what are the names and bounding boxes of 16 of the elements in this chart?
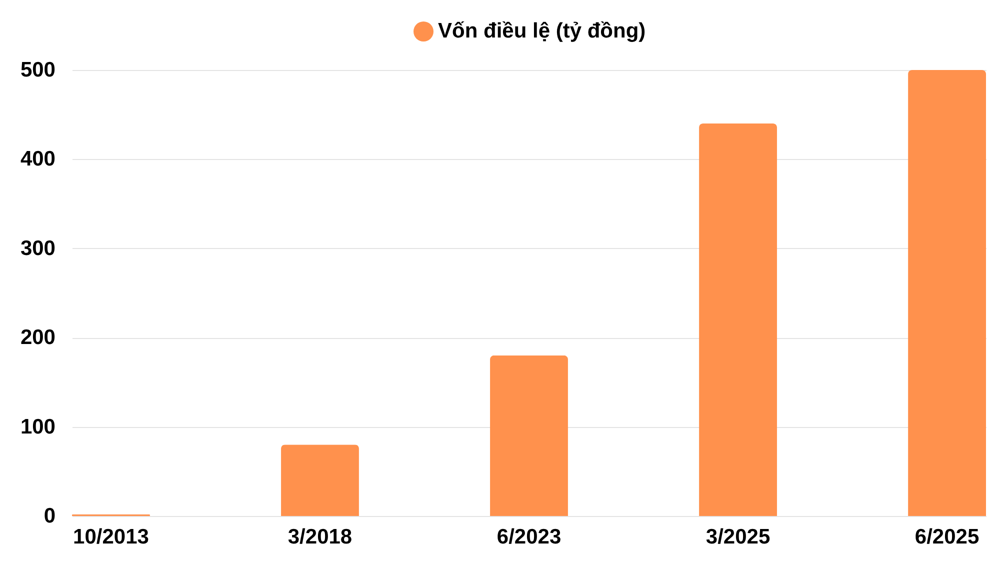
y-tick-label: 100 xyxy=(20,415,56,438)
x-tick-label: 6/2023 xyxy=(496,526,562,548)
bar xyxy=(908,70,986,516)
x-tick-label: 10/2013 xyxy=(73,526,149,548)
x-tick-label: 6/2025 xyxy=(914,526,980,548)
bar xyxy=(490,355,568,516)
bar xyxy=(699,124,777,516)
x-tick-label: 3/2018 xyxy=(288,526,352,548)
y-tick-label: 0 xyxy=(44,504,56,528)
y-tick-label: 400 xyxy=(20,148,56,171)
bar xyxy=(281,444,359,516)
legend-label: Vốn điều lệ (tỷ đồng) xyxy=(438,20,646,42)
y-tick-label: 300 xyxy=(20,236,56,260)
y-tick-label: 200 xyxy=(20,326,56,350)
y-tick-label: 500 xyxy=(20,58,56,82)
x-tick-label: 3/2025 xyxy=(706,526,770,548)
